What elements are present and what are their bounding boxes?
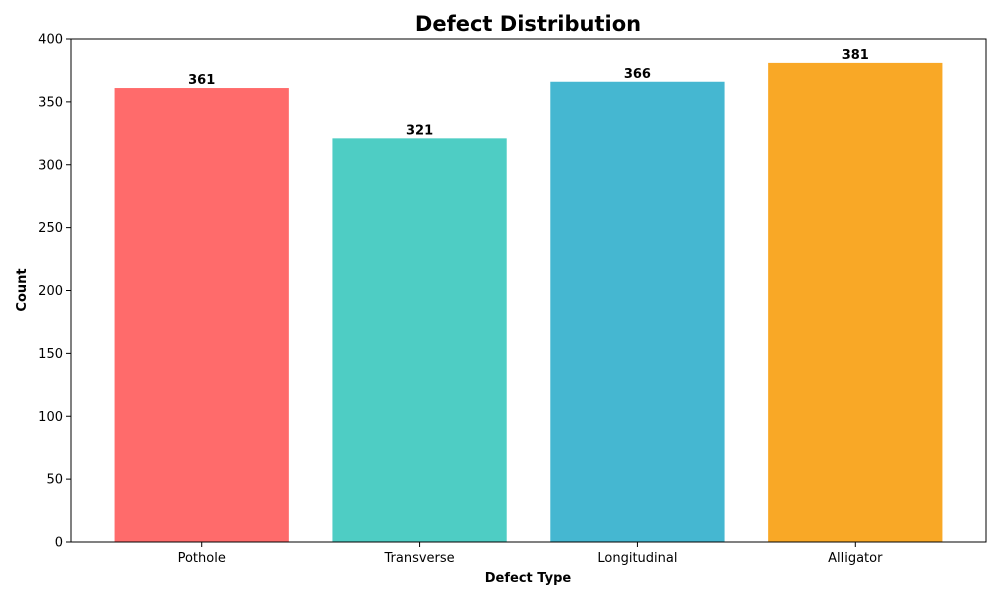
bar-alligator <box>768 62 943 543</box>
data-labels-group: 361 321 366 381 <box>188 48 869 138</box>
x-tick-label: Transverse <box>383 551 454 566</box>
bar-transverse <box>332 138 507 542</box>
y-axis-ticks: 0 50 100 150 200 250 300 350 400 <box>38 33 71 551</box>
y-tick-label: 50 <box>46 473 63 488</box>
data-label-alligator: 381 <box>842 48 869 63</box>
x-tick-label: Alligator <box>828 551 883 566</box>
y-axis-label: Count <box>15 268 30 311</box>
data-label-longitudinal: 366 <box>624 67 651 82</box>
y-tick-label: 350 <box>38 95 63 110</box>
bars-group <box>114 62 943 543</box>
y-tick-label: 0 <box>55 536 63 551</box>
x-axis-ticks: Pothole Transverse Longitudinal Alligator <box>178 542 883 566</box>
y-tick-label: 300 <box>38 158 63 173</box>
y-tick-label: 400 <box>38 33 63 48</box>
y-tick-label: 100 <box>38 410 63 425</box>
y-tick-label: 250 <box>38 221 63 236</box>
x-tick-label: Pothole <box>178 551 226 566</box>
data-label-transverse: 321 <box>406 123 433 138</box>
y-tick-label: 150 <box>38 347 63 362</box>
x-tick-label: Longitudinal <box>597 551 677 566</box>
bar-longitudinal <box>550 81 725 542</box>
chart-title: Defect Distribution <box>415 12 641 36</box>
bar-pothole <box>114 88 289 542</box>
y-tick-label: 200 <box>38 284 63 299</box>
data-label-pothole: 361 <box>188 73 215 88</box>
plot-frame <box>70 38 987 543</box>
x-axis-label: Defect Type <box>485 571 572 586</box>
